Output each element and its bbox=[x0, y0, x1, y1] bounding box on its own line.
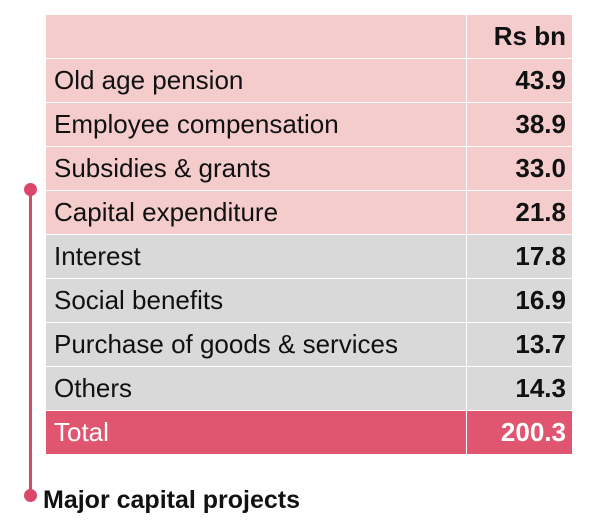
row-value: 43.9 bbox=[466, 58, 573, 103]
row-label: Old age pension bbox=[45, 58, 467, 103]
annotation-caption: Major capital projects bbox=[43, 486, 301, 514]
table-row: Social benefits 16.9 bbox=[45, 278, 573, 323]
bracket-bottom-dot bbox=[24, 489, 37, 502]
header-unit-cell: Rs bn bbox=[466, 14, 573, 59]
total-row: Total 200.3 bbox=[45, 410, 573, 455]
expenditure-table: Rs bn Old age pension 43.9 Employee comp… bbox=[45, 14, 573, 455]
table-row: Capital expenditure 21.8 bbox=[45, 190, 573, 235]
row-value: 14.3 bbox=[466, 366, 573, 411]
row-label: Subsidies & grants bbox=[45, 146, 467, 191]
row-label: Social benefits bbox=[45, 278, 467, 323]
expenditure-table-container: Rs bn Old age pension 43.9 Employee comp… bbox=[45, 14, 573, 455]
row-value: 21.8 bbox=[466, 190, 573, 235]
total-label: Total bbox=[45, 410, 467, 455]
bracket-top-dot bbox=[24, 183, 37, 196]
bracket-line bbox=[29, 189, 32, 496]
table-row: Old age pension 43.9 bbox=[45, 58, 573, 103]
total-value: 200.3 bbox=[466, 410, 573, 455]
header-label-cell bbox=[45, 14, 467, 59]
row-label: Interest bbox=[45, 234, 467, 279]
table-header-row: Rs bn bbox=[45, 14, 573, 59]
row-label: Employee compensation bbox=[45, 102, 467, 147]
row-value: 38.9 bbox=[466, 102, 573, 147]
table-row: Employee compensation 38.9 bbox=[45, 102, 573, 147]
table-row: Subsidies & grants 33.0 bbox=[45, 146, 573, 191]
row-label: Purchase of goods & services bbox=[45, 322, 467, 367]
row-value: 13.7 bbox=[466, 322, 573, 367]
row-value: 16.9 bbox=[466, 278, 573, 323]
table-row: Others 14.3 bbox=[45, 366, 573, 411]
row-label: Others bbox=[45, 366, 467, 411]
row-value: 17.8 bbox=[466, 234, 573, 279]
table-row: Interest 17.8 bbox=[45, 234, 573, 279]
row-label: Capital expenditure bbox=[45, 190, 467, 235]
table-row: Purchase of goods & services 13.7 bbox=[45, 322, 573, 367]
row-value: 33.0 bbox=[466, 146, 573, 191]
